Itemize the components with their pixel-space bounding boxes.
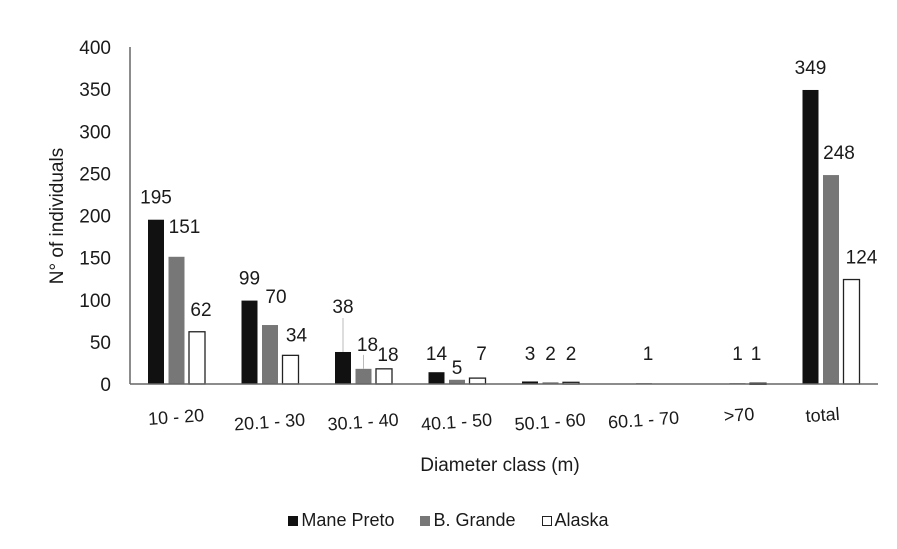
data-label: 14: [426, 344, 448, 365]
x-category-label: 20.1 - 30: [233, 410, 305, 435]
x-category-label: 10 - 20: [147, 405, 204, 429]
y-tick-label: 300: [79, 122, 111, 143]
data-label: 70: [265, 287, 286, 308]
bar-mane-preto: [241, 300, 258, 384]
bar-b-grande: [542, 382, 559, 384]
y-tick-label: 100: [79, 291, 111, 312]
bar-b-grande: [168, 256, 185, 384]
legend-label: Alaska: [554, 510, 609, 530]
y-tick-label: 50: [90, 333, 111, 354]
y-tick-label: 150: [79, 249, 111, 270]
y-tick-label: 200: [79, 207, 111, 228]
bar-alaska: [842, 278, 861, 385]
data-label: 38: [332, 297, 353, 318]
bar-mane-preto: [802, 89, 819, 384]
bar-alaska: [188, 331, 206, 385]
data-label: 5: [452, 358, 463, 379]
bar-mane-preto: [522, 381, 538, 384]
bar-b-grande: [262, 325, 278, 384]
data-label: 1: [751, 344, 762, 365]
data-label: 2: [566, 344, 577, 365]
bar-mane-preto: [148, 219, 164, 384]
y-tick-label: 350: [79, 80, 111, 101]
x-category-label: 40.1 - 50: [420, 410, 492, 435]
legend-label: Mane Preto: [301, 510, 395, 530]
bar-b-grande: [355, 368, 372, 384]
legend-label: B. Grande: [433, 510, 516, 530]
legend-item-b-grande: B. Grande: [420, 510, 516, 531]
legend-item-alaska: Alaska: [541, 510, 609, 531]
data-label: 7: [476, 344, 487, 365]
data-label: 151: [169, 217, 201, 238]
x-category-label: 50.1 - 60: [514, 410, 586, 435]
bar-series-group: [148, 89, 861, 386]
y-axis: 0 50 100 150 200 250 300 350 400: [79, 38, 131, 396]
bar-alaska: [281, 354, 300, 385]
data-label: 124: [846, 248, 878, 269]
data-label: 195: [140, 188, 172, 209]
x-axis-title: Diameter class (m): [420, 455, 579, 476]
bar-mane-preto: [335, 351, 351, 384]
data-label: 18: [357, 335, 378, 356]
x-category-label: 60.1 - 70: [607, 408, 679, 433]
data-label: 248: [823, 143, 855, 164]
bar-b-grande: [449, 379, 465, 384]
bar-b-grande: [823, 175, 839, 384]
data-label: 99: [239, 269, 260, 290]
x-axis: 10 - 20 20.1 - 30 30.1 - 40 40.1 - 50 50.1 -…: [130, 383, 878, 435]
data-label: 2: [545, 344, 556, 365]
legend-item-mane-preto: Mane Preto: [288, 510, 394, 531]
y-tick-label: 250: [79, 164, 111, 185]
y-tick-label: 400: [79, 38, 111, 59]
y-tick-label: 0: [100, 375, 111, 396]
bar-alaska: [468, 377, 487, 385]
x-category-label: total: [805, 404, 840, 426]
legend-swatch-icon: [541, 515, 552, 526]
bar-mane-preto: [428, 372, 445, 384]
chart-legend: Mane Preto B. Grande Alaska: [0, 510, 897, 531]
legend-swatch-icon: [288, 515, 299, 526]
y-axis-title: N° of individuals: [47, 148, 68, 284]
data-label: 349: [795, 58, 827, 79]
data-label: 34: [286, 325, 308, 346]
data-label: 62: [190, 300, 211, 321]
data-label: 1: [732, 344, 743, 365]
legend-swatch-icon: [420, 515, 431, 526]
data-label: 18: [377, 345, 398, 366]
x-category-label: 30.1 - 40: [327, 410, 399, 435]
data-label: 1: [643, 344, 654, 365]
x-category-label: >70: [723, 404, 755, 426]
bar-alaska: [375, 368, 393, 385]
data-label: 3: [525, 344, 536, 365]
